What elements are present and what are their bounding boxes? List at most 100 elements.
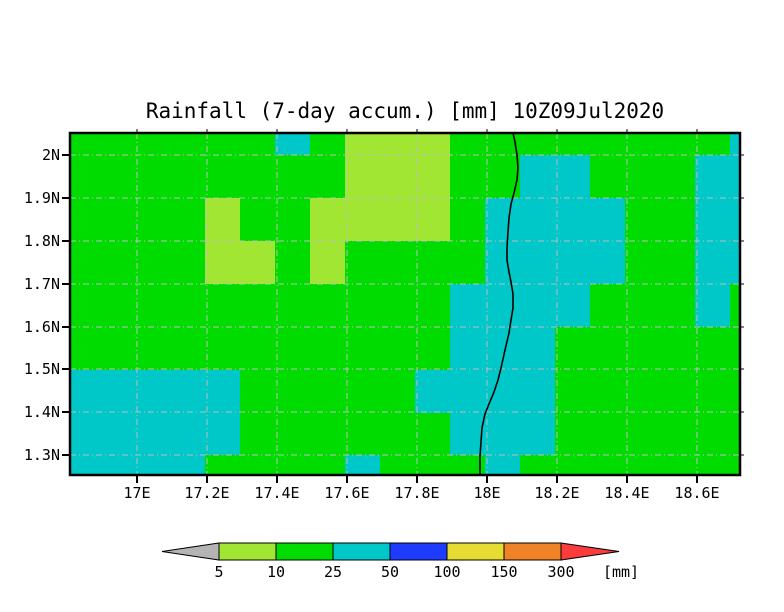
map-cell <box>485 241 520 284</box>
map-cell <box>240 155 275 198</box>
map-cell <box>485 455 520 475</box>
map-cell <box>590 241 625 284</box>
map-cell <box>660 155 695 198</box>
map-cell <box>275 133 310 155</box>
map-cell <box>205 284 240 327</box>
x-tick-label: 17.2E <box>184 484 229 502</box>
map-cell <box>240 241 275 284</box>
map-cell <box>100 241 135 284</box>
map-cell <box>695 198 730 241</box>
map-cell <box>310 413 345 455</box>
map-cell <box>485 133 520 155</box>
map-cell <box>240 198 275 241</box>
map-cell <box>520 455 555 475</box>
map-cell <box>345 370 380 413</box>
y-tick-label: 1.4N <box>24 403 60 421</box>
map-cell <box>590 284 625 327</box>
map-cell <box>590 198 625 241</box>
map-cell <box>205 455 240 475</box>
colorbar: 5 10 25 50 100 150 300 [mm] <box>161 542 639 581</box>
map-cell <box>520 241 555 284</box>
map-cell <box>660 284 695 327</box>
map-cell <box>555 241 590 284</box>
chart-title: Rainfall (7-day accum.) [mm] 10Z09Jul202… <box>145 99 665 123</box>
map-cell <box>345 155 380 198</box>
map-cell <box>135 413 170 455</box>
colorbar-tick-label: 25 <box>324 563 342 581</box>
map-cell <box>660 455 695 475</box>
map-cell <box>170 133 205 155</box>
map-cell <box>625 327 660 370</box>
map-cell <box>660 413 695 455</box>
map-cell <box>625 284 660 327</box>
map-cell <box>450 133 485 155</box>
map-cell <box>555 155 590 198</box>
map-cell <box>135 198 170 241</box>
map-cell <box>415 370 450 413</box>
map-cell <box>70 284 100 327</box>
map-cell <box>485 198 520 241</box>
x-tick-label: 17E <box>123 484 150 502</box>
map-cell <box>415 327 450 370</box>
map-cell <box>555 370 590 413</box>
map-cell <box>730 133 740 155</box>
map-cell <box>100 327 135 370</box>
map-cell <box>730 284 740 327</box>
map-cell <box>485 284 520 327</box>
x-tick-label: 18E <box>473 484 500 502</box>
colorbar-right-arrow <box>560 542 620 561</box>
y-tick-label: 1.7N <box>24 275 60 293</box>
map-cell <box>625 155 660 198</box>
map-cell <box>415 241 450 284</box>
map-cell <box>555 413 590 455</box>
map-cell <box>590 327 625 370</box>
map-cell <box>170 327 205 370</box>
map-cell <box>135 155 170 198</box>
map-cell <box>380 155 415 198</box>
map-cell <box>555 455 590 475</box>
map-cell <box>310 455 345 475</box>
colorbar-tick-label: 50 <box>381 563 399 581</box>
x-axis-labels: 17E 17.2E 17.4E 17.6E 17.8E 18E 18.2E 18.4E 18.6… <box>123 484 719 502</box>
map-cell <box>135 455 170 475</box>
map-cell <box>275 155 310 198</box>
colorbar-tick-label: 10 <box>267 563 285 581</box>
map-cell <box>730 155 740 198</box>
map-cell <box>275 241 310 284</box>
map-cell <box>660 370 695 413</box>
x-tick-label: 18.4E <box>604 484 649 502</box>
map-cell <box>205 413 240 455</box>
colorbar-tick-label: 100 <box>433 563 460 581</box>
map-cell <box>205 241 240 284</box>
map-cell <box>660 327 695 370</box>
y-tick-label: 1.9N <box>24 189 60 207</box>
map-cell <box>205 370 240 413</box>
map-cell <box>590 155 625 198</box>
x-tick-label: 17.6E <box>324 484 369 502</box>
map-cell <box>205 155 240 198</box>
colorbar-tick-label: 300 <box>547 563 574 581</box>
map-cell <box>205 327 240 370</box>
map-cell <box>275 370 310 413</box>
map-cell <box>70 241 100 284</box>
axis-ticks <box>62 129 744 483</box>
colorbar-unit-label: [mm] <box>603 563 639 581</box>
map-cell <box>70 370 100 413</box>
map-cell <box>70 133 100 155</box>
map-cell <box>100 413 135 455</box>
map-cell <box>345 327 380 370</box>
map-cell <box>240 133 275 155</box>
map-cell <box>520 284 555 327</box>
map-cell <box>450 198 485 241</box>
map-cell <box>590 413 625 455</box>
map-cell <box>660 133 695 155</box>
map-cell <box>695 155 730 198</box>
map-cell <box>520 155 555 198</box>
map-cell <box>450 327 485 370</box>
map-cell <box>520 133 555 155</box>
coastline <box>479 132 519 475</box>
map-border <box>68 131 742 477</box>
map-cell <box>625 241 660 284</box>
